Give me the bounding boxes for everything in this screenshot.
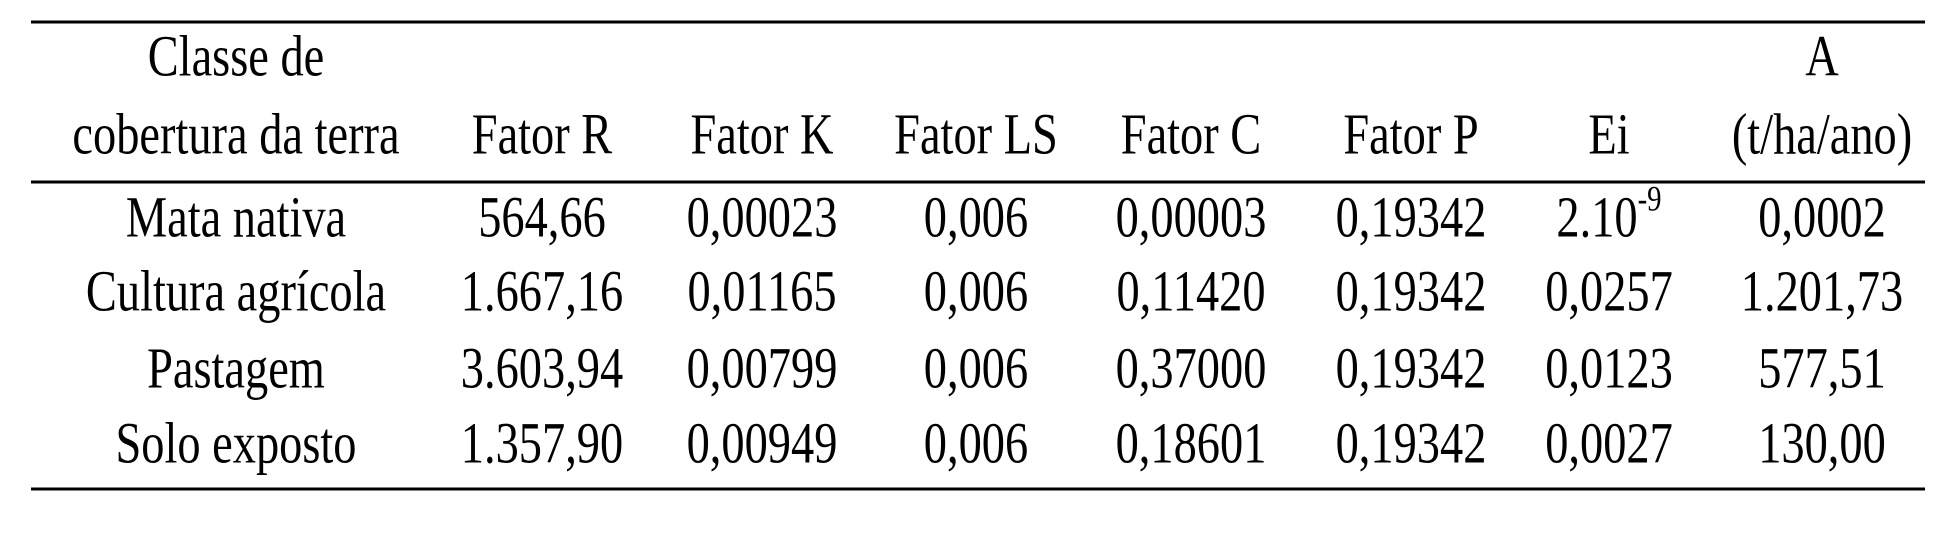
header-cell: Fator LS [894, 103, 1058, 167]
table-cell: 0,18601 [1116, 412, 1267, 476]
table-cell: 130,00 [1758, 412, 1886, 476]
table-cell: Solo exposto [115, 412, 356, 476]
table-cell: 1.357,90 [461, 412, 623, 476]
table-cell: 0,00949 [687, 412, 838, 476]
cell-base: 2.10 [1556, 186, 1637, 250]
header-cell: Fator K [690, 103, 833, 167]
table-cell: 1.201,73 [1741, 260, 1903, 324]
table-cell: 1.667,16 [461, 260, 623, 324]
header-cell: A [1805, 25, 1839, 89]
table-cell: 0,19342 [1336, 260, 1487, 324]
table-cell: 0,006 [924, 412, 1028, 476]
table-cell: 0,19342 [1336, 337, 1487, 401]
table-cell: 0,0027 [1545, 412, 1673, 476]
table-cell: 0,006 [924, 260, 1028, 324]
table-cell: 3.603,94 [461, 337, 623, 401]
table-cell: 0,0123 [1545, 337, 1673, 401]
table-cell: Pastagem [147, 337, 325, 401]
table-cell: 0,19342 [1336, 412, 1487, 476]
table-cell: Mata nativa [126, 186, 346, 250]
table-cell: 0,00799 [687, 337, 838, 401]
table-cell: 0,006 [924, 186, 1028, 250]
table-cell: 0,0257 [1545, 260, 1673, 324]
header-cell: Classe de [148, 25, 325, 89]
header-cell: Fator P [1343, 103, 1478, 167]
cell-superscript: -9 [1638, 180, 1662, 220]
header-cell: Fator C [1121, 103, 1261, 167]
table-cell: 0,37000 [1116, 337, 1267, 401]
header-cell: (t/ha/ano) [1732, 103, 1912, 167]
header-cell: cobertura da terra [72, 103, 399, 167]
header-cell: Fator R [472, 103, 612, 167]
header-cell: Ei [1588, 103, 1629, 167]
table-cell: 564,66 [478, 186, 606, 250]
table-cell: Cultura agrícola [86, 260, 386, 324]
table-cell: 2.10-9 [1556, 180, 1661, 249]
table-cell: 0,11420 [1116, 260, 1265, 324]
table-cell: 0,00023 [687, 186, 838, 250]
table-cell: 0,006 [924, 337, 1028, 401]
table-cell: 0,0002 [1758, 186, 1886, 250]
table-cell: 0,00003 [1116, 186, 1267, 250]
table-cell: 0,19342 [1336, 186, 1487, 250]
table-cell: 0,01165 [687, 260, 836, 324]
table-cell: 577,51 [1758, 337, 1886, 401]
